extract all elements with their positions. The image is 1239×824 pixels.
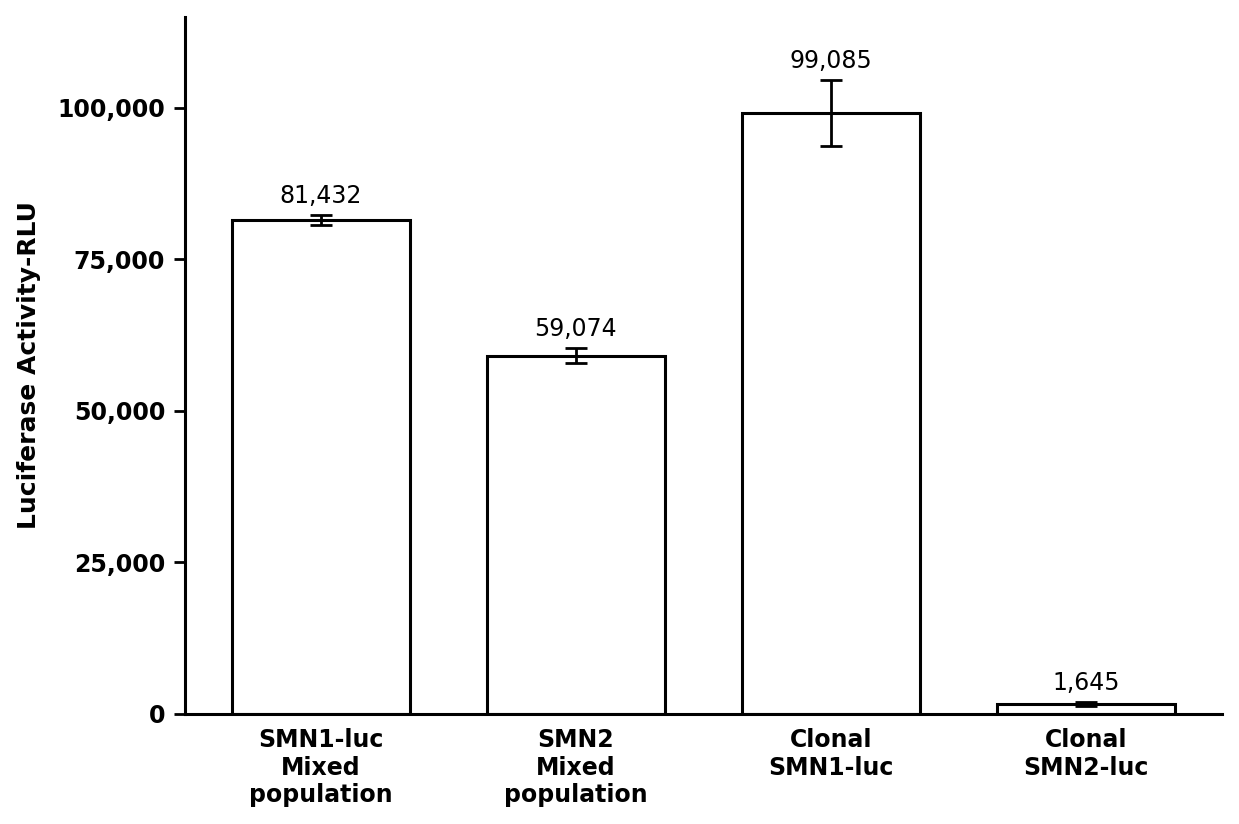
Y-axis label: Luciferase Activity-RLU: Luciferase Activity-RLU bbox=[16, 201, 41, 529]
Text: 99,085: 99,085 bbox=[789, 49, 872, 73]
Text: 81,432: 81,432 bbox=[280, 184, 362, 208]
Bar bbox=[742, 113, 921, 714]
Bar bbox=[996, 704, 1175, 714]
Text: 59,074: 59,074 bbox=[534, 317, 617, 341]
Bar bbox=[487, 356, 665, 714]
Bar bbox=[232, 220, 410, 714]
Text: 1,645: 1,645 bbox=[1052, 671, 1120, 695]
